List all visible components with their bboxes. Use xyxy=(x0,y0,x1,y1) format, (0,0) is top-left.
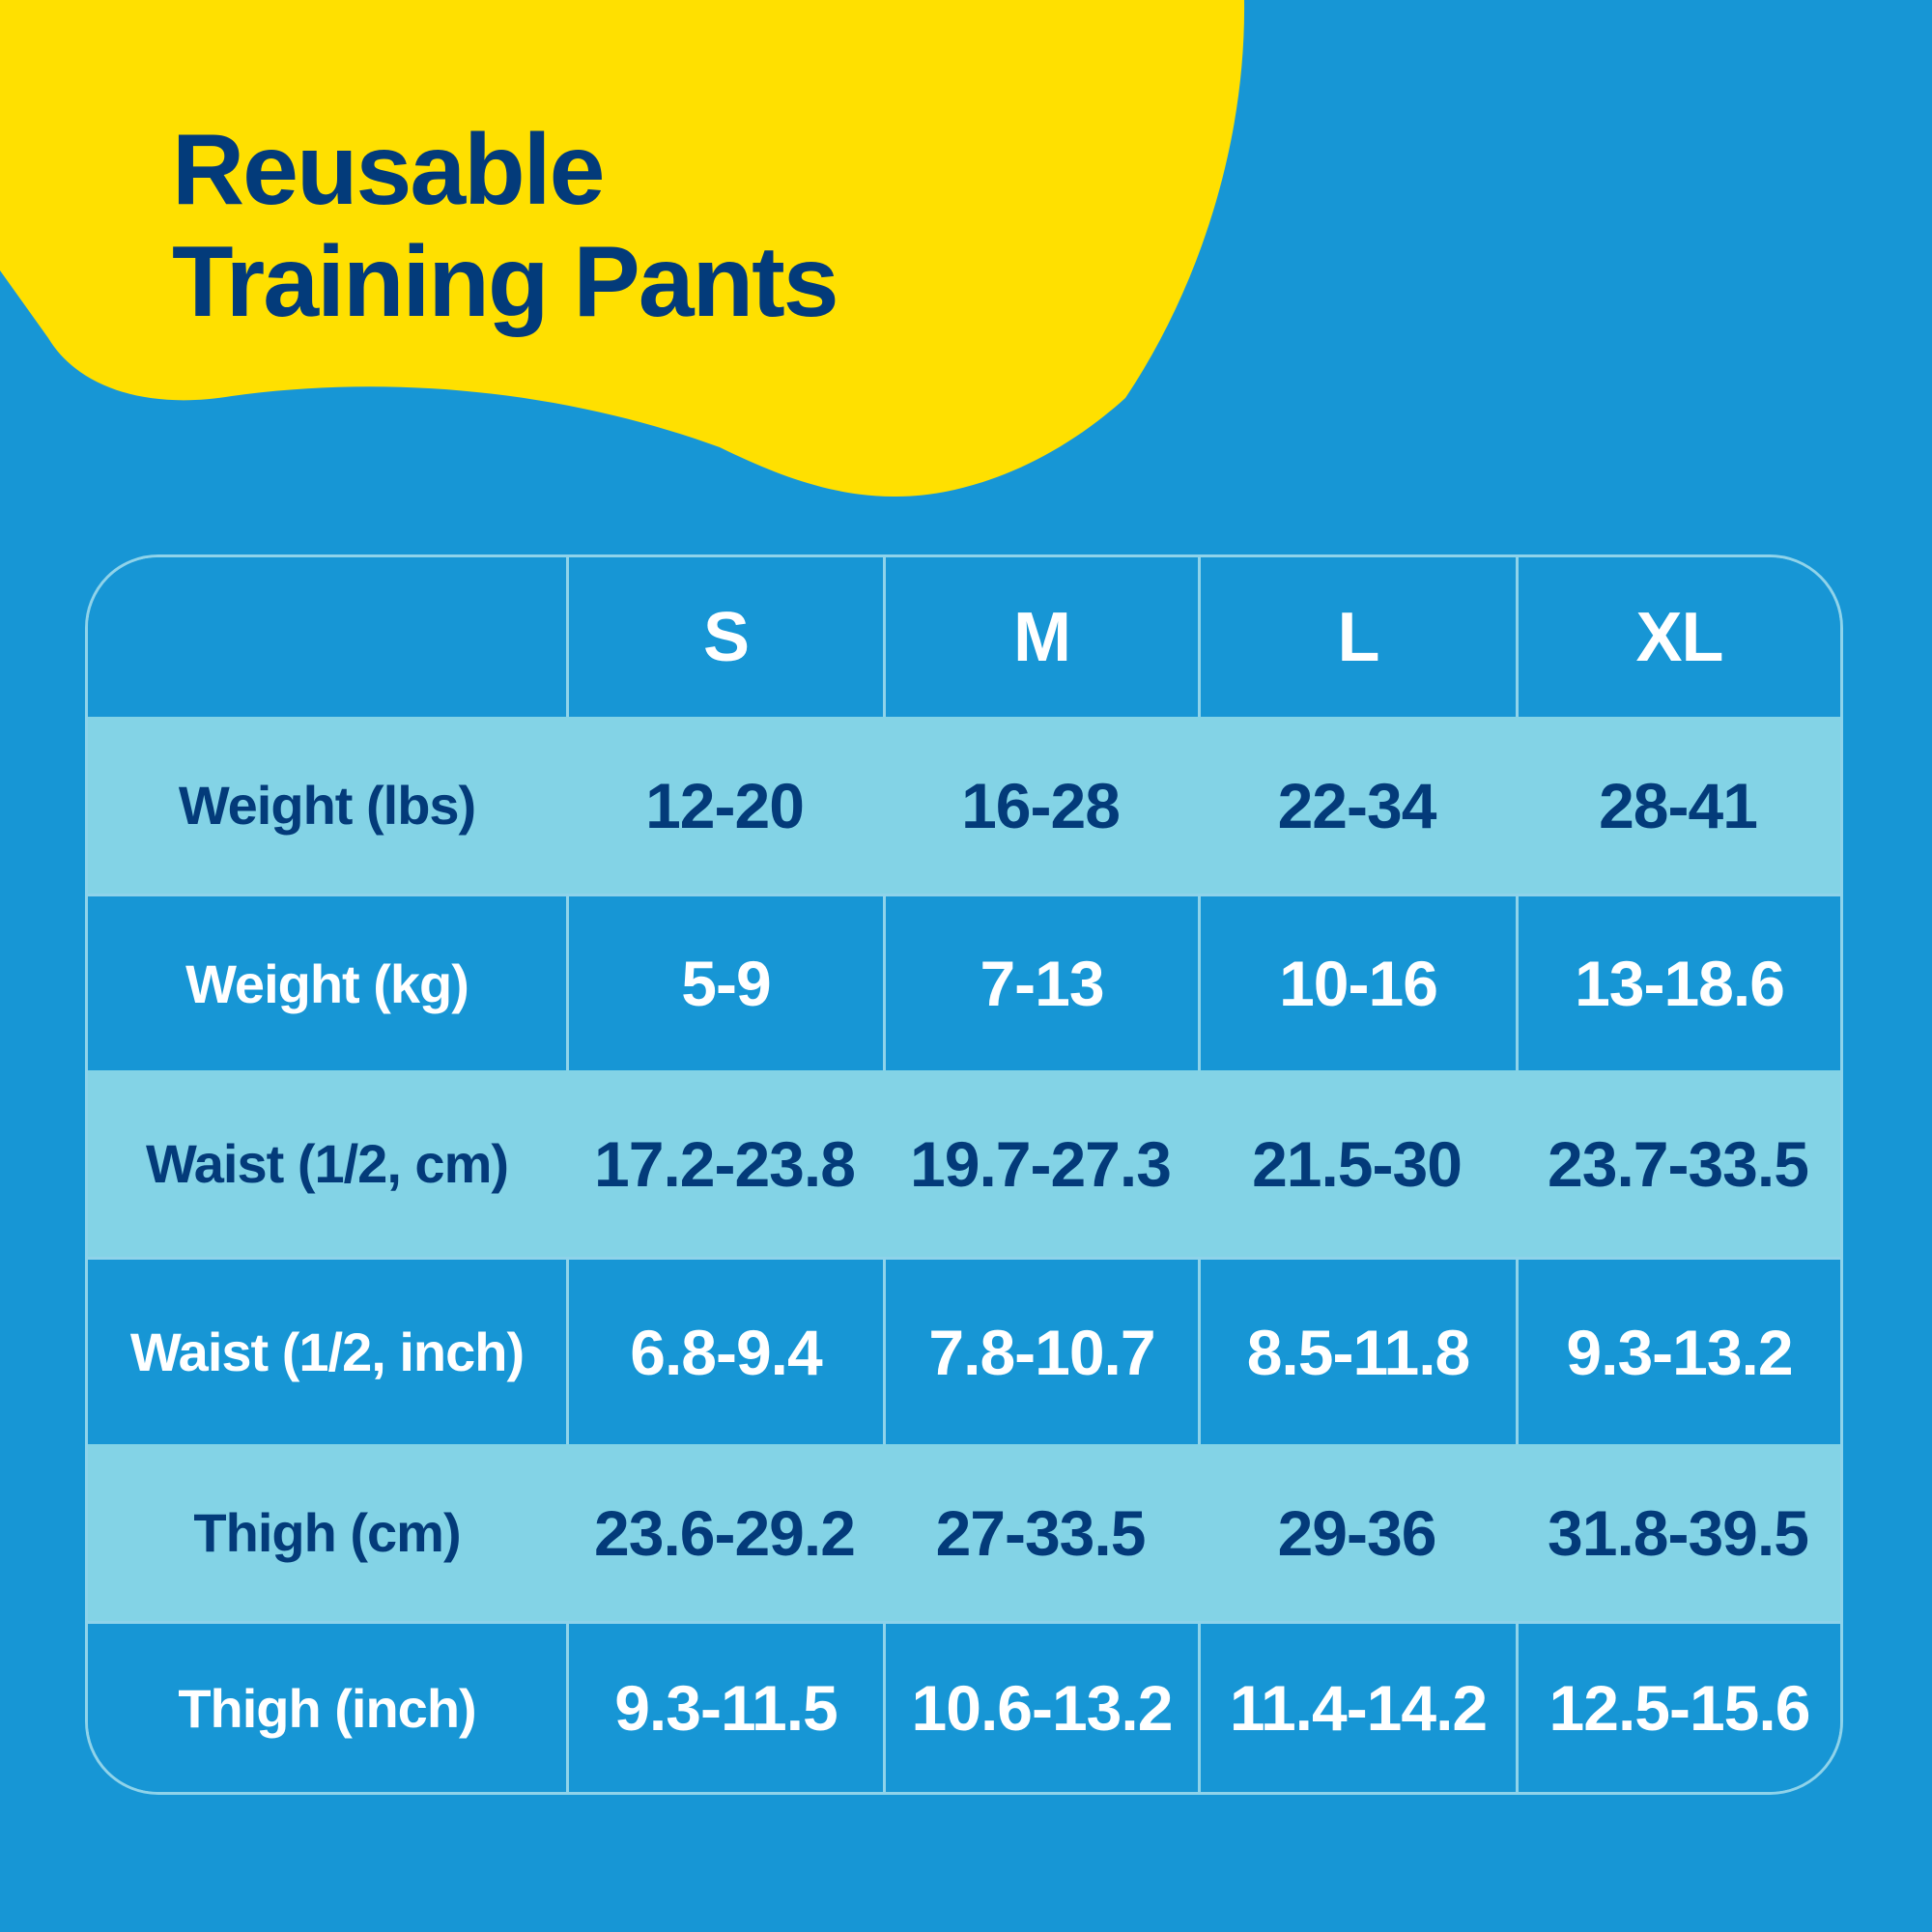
size-chart-table: S M L XL Weight (lbs) 12-20 16-28 22-34 28-4… xyxy=(85,554,1843,1795)
table-cell: 12.5-15.6 xyxy=(1516,1621,1840,1792)
title-line-1: Reusable xyxy=(172,114,605,226)
header-size-s: S xyxy=(566,557,883,717)
header-size-l: L xyxy=(1198,557,1516,717)
table-cell: 7.8-10.7 xyxy=(883,1257,1198,1444)
table-cell: 23.7-33.5 xyxy=(1516,1070,1840,1257)
row-label: Waist (1/2, inch) xyxy=(88,1257,566,1444)
header-size-m: M xyxy=(883,557,1198,717)
header-size-xl: XL xyxy=(1516,557,1840,717)
table-cell: 17.2-23.8 xyxy=(566,1070,883,1257)
table-cell: 22-34 xyxy=(1198,717,1516,894)
page-title: Reusable Training Pants xyxy=(172,114,839,338)
header-empty xyxy=(88,557,566,717)
table-cell: 12-20 xyxy=(566,717,883,894)
table-cell: 28-41 xyxy=(1516,717,1840,894)
table-cell: 16-28 xyxy=(883,717,1198,894)
row-label: Thigh (inch) xyxy=(88,1621,566,1792)
table-cell: 6.8-9.4 xyxy=(566,1257,883,1444)
table-cell: 8.5-11.8 xyxy=(1198,1257,1516,1444)
table-cell: 10-16 xyxy=(1198,894,1516,1070)
table-cell: 29-36 xyxy=(1198,1444,1516,1621)
table-cell: 10.6-13.2 xyxy=(883,1621,1198,1792)
row-label: Thigh (cm) xyxy=(88,1444,566,1621)
table-cell: 5-9 xyxy=(566,894,883,1070)
table-cell: 21.5-30 xyxy=(1198,1070,1516,1257)
table-cell: 7-13 xyxy=(883,894,1198,1070)
table-cell: 9.3-13.2 xyxy=(1516,1257,1840,1444)
table-cell: 11.4-14.2 xyxy=(1198,1621,1516,1792)
table-cell: 13-18.6 xyxy=(1516,894,1840,1070)
title-line-2: Training Pants xyxy=(172,226,839,338)
table-cell: 9.3-11.5 xyxy=(566,1621,883,1792)
yellow-blob-decoration xyxy=(0,0,1245,497)
row-label: Weight (kg) xyxy=(88,894,566,1070)
row-label: Waist (1/2, cm) xyxy=(88,1070,566,1257)
row-label: Weight (lbs) xyxy=(88,717,566,894)
table-cell: 31.8-39.5 xyxy=(1516,1444,1840,1621)
table-cell: 23.6-29.2 xyxy=(566,1444,883,1621)
table-cell: 19.7-27.3 xyxy=(883,1070,1198,1257)
table-cell: 27-33.5 xyxy=(883,1444,1198,1621)
